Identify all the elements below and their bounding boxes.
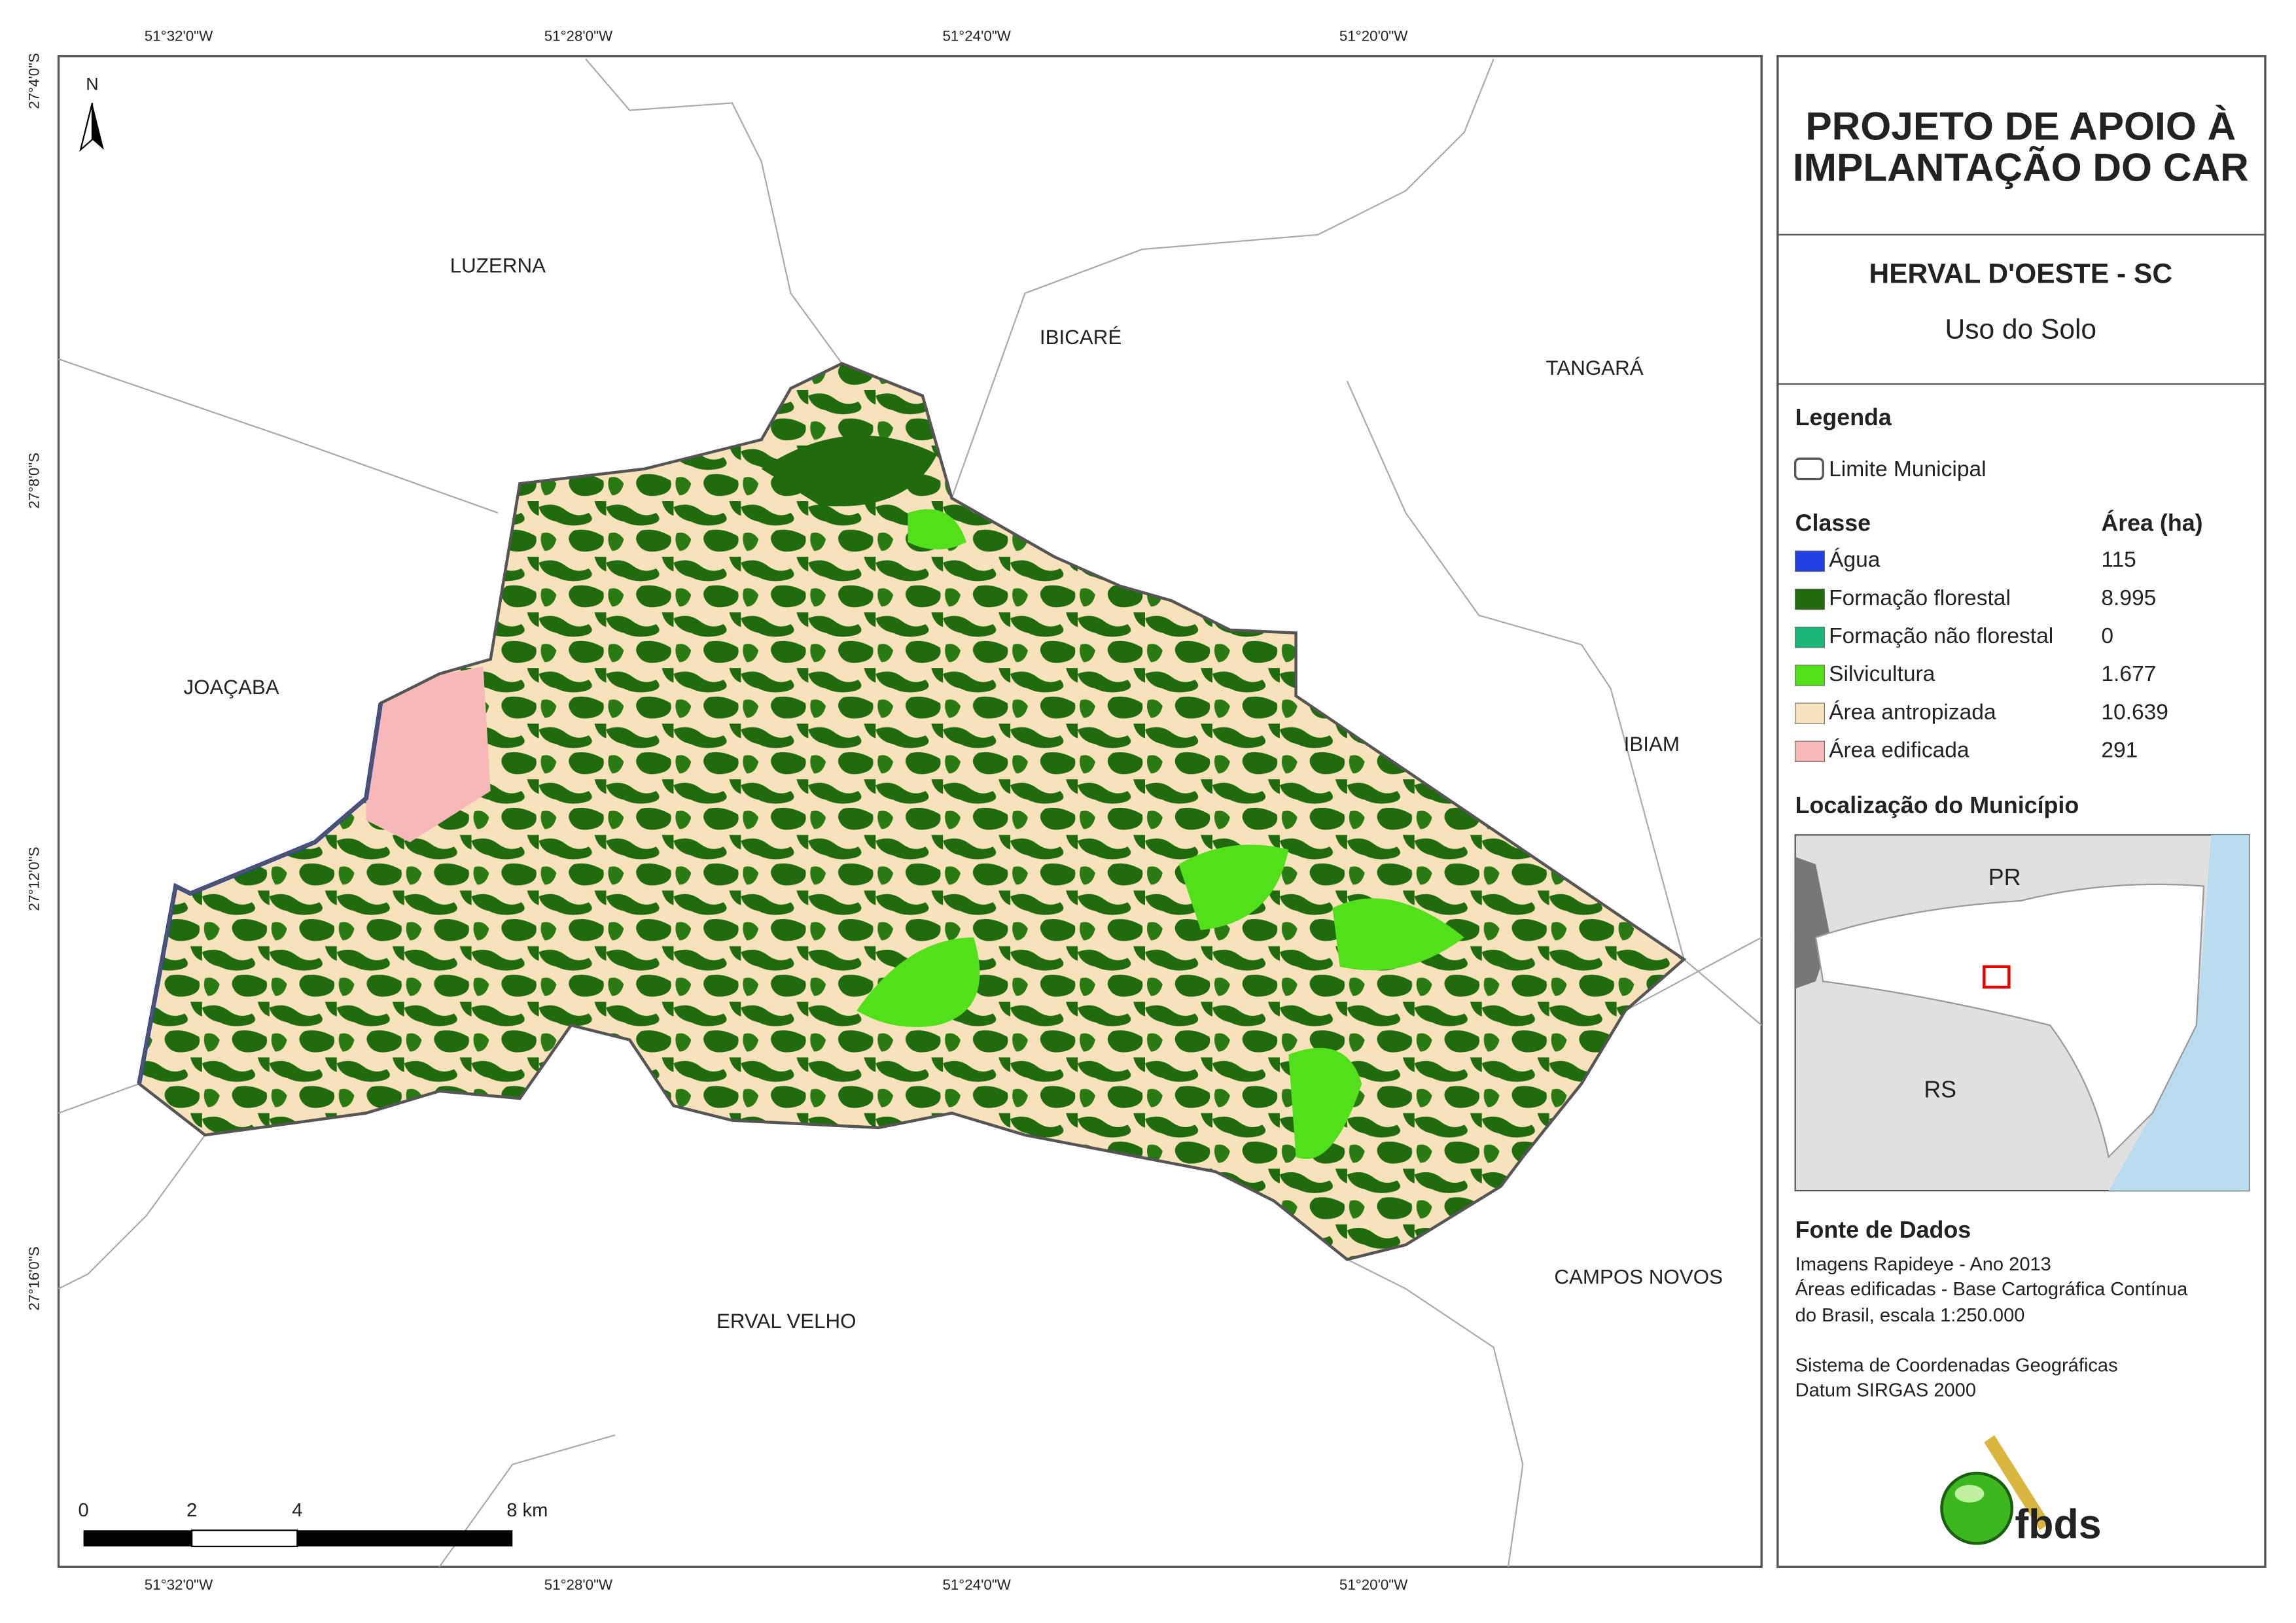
legend-swatch	[1795, 588, 1825, 610]
legend-item: Água	[1829, 548, 1881, 572]
north-arrow	[79, 103, 104, 152]
place-name: ERVAL VELHO	[716, 1310, 857, 1333]
scale-label: 0	[78, 1500, 88, 1521]
graticule-label: 27°12'0"S	[26, 846, 43, 911]
logo	[1940, 1435, 2051, 1545]
graticule-label: 51°32'0"W	[145, 28, 213, 44]
graticule-label: 27°16'0"S	[26, 1246, 43, 1310]
legend-item: Formação não florestal	[1829, 624, 2053, 648]
place-name: LUZERNA	[450, 254, 546, 277]
legend-header: Classe	[1795, 510, 1871, 536]
graticule-label: 51°32'0"W	[145, 1577, 213, 1593]
graticule-label: 27°8'0"S	[26, 453, 43, 509]
scale-label: 8 km	[506, 1500, 548, 1521]
legend-item: Área edificada	[1829, 739, 1969, 763]
municipality: HERVAL D'OESTE - SC	[1869, 259, 2173, 290]
legend-value: 0	[2101, 624, 2113, 648]
source-line: Sistema de Coordenadas Geográficas	[1795, 1355, 2118, 1376]
legend-swatch	[1795, 703, 1825, 724]
logo-text: fbds	[2015, 1501, 2101, 1547]
graticule-label: 51°24'0"W	[942, 1577, 1011, 1593]
graticule-label: 51°20'0"W	[1339, 1577, 1408, 1593]
place-name: IBIAM	[1624, 733, 1680, 756]
legend-swatch	[1795, 550, 1825, 572]
legend-value: 1.677	[2101, 662, 2156, 686]
side-panel	[1776, 55, 2267, 1568]
subtitle: Uso do Solo	[1945, 315, 2097, 345]
source-line: do Brasil, escala 1:250.000	[1795, 1305, 2025, 1326]
scale-label: 2	[186, 1500, 197, 1521]
state-label: RS	[1924, 1076, 1956, 1102]
boundary-swatch	[1793, 457, 1824, 481]
source-line: Áreas edificadas - Base Cartográfica Con…	[1795, 1278, 2188, 1300]
locator-map	[1794, 834, 2250, 1192]
scale-label: 4	[292, 1500, 302, 1521]
source-line: Datum SIRGAS 2000	[1795, 1380, 1976, 1401]
place-name: TANGARÁ	[1545, 357, 1643, 379]
location-title: Localização do Município	[1795, 792, 2079, 818]
scale-bar	[83, 1529, 513, 1548]
legend-header: Área (ha)	[2101, 510, 2202, 536]
graticule-label: 51°28'0"W	[544, 1577, 613, 1593]
legend-item: Área antropizada	[1829, 700, 1996, 724]
legend-value: 8.995	[2101, 586, 2156, 610]
place-name: IBICARÉ	[1040, 326, 1122, 349]
legend-swatch	[1795, 741, 1825, 762]
place-name: JOAÇABA	[183, 676, 279, 699]
source-line: Imagens Rapideye - Ano 2013	[1795, 1254, 2051, 1275]
legend-value: 10.639	[2101, 700, 2168, 724]
place-name: CAMPOS NOVOS	[1554, 1266, 1723, 1289]
north-label: N	[86, 75, 98, 94]
legend-item: Formação florestal	[1829, 586, 2011, 610]
legend-swatch	[1795, 665, 1825, 686]
graticule-label: 51°20'0"W	[1339, 28, 1408, 44]
legend-value: 115	[2101, 548, 2136, 572]
title: IMPLANTAÇÃO DO CAR	[1793, 145, 2249, 189]
legend-title: Legenda	[1795, 404, 1892, 430]
sources-title: Fonte de Dados	[1795, 1217, 1971, 1243]
graticule-label: 51°28'0"W	[544, 28, 613, 44]
legend-swatch	[1795, 626, 1825, 648]
graticule-label: 27°4'0"S	[26, 53, 43, 109]
graticule-label: 51°24'0"W	[942, 28, 1011, 44]
legend-item: Limite Municipal	[1829, 457, 1987, 481]
labels: 51°32'0"W 51°32'0"W 51°28'0"W 51°28'0"W 51°2…	[26, 28, 2249, 1594]
legend-value: 291	[2101, 739, 2138, 763]
state-label: PR	[1988, 864, 2021, 890]
title: PROJETO DE APOIO À	[1805, 104, 2236, 148]
legend-item: Silvicultura	[1829, 662, 1935, 686]
